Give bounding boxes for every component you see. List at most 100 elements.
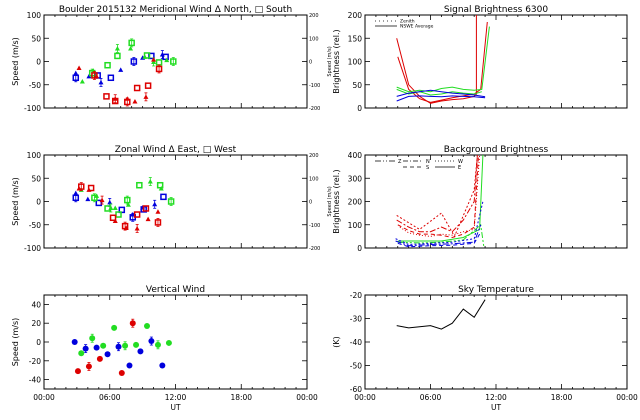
data-point: [125, 202, 131, 207]
plot-frame: [43, 154, 308, 249]
data-point: [115, 211, 122, 218]
y-tick-label: 0: [36, 198, 41, 207]
y-tick-label: 50: [31, 34, 41, 43]
y-tick-label: 100: [348, 58, 363, 67]
data-point: [93, 344, 100, 351]
plot-area: [71, 318, 172, 377]
series-line: [396, 26, 490, 93]
chart-title: Sky Temperature: [458, 285, 534, 295]
data-point: [104, 61, 111, 69]
chart-title: Vertical Wind: [146, 285, 205, 295]
x-axis-label: UT: [170, 403, 180, 412]
data-point: [94, 73, 100, 79]
plot-area: [395, 155, 485, 248]
x-axis-label: UT: [491, 403, 501, 412]
data-point: [107, 74, 115, 82]
y-tick-label: -40: [29, 376, 41, 385]
series-line: [396, 299, 486, 330]
data-point: [158, 185, 164, 191]
data-point: [112, 218, 118, 224]
data-point: [137, 348, 144, 355]
y-tick-label: 100: [348, 221, 363, 230]
y-tick-label: 200: [348, 198, 363, 207]
x-tick-label: 12:00: [485, 393, 507, 402]
y-tick-label: 100: [27, 151, 42, 160]
y-tick-label: -100: [24, 104, 41, 113]
data-point: [87, 184, 95, 192]
x-tick-label: 06:00: [420, 393, 442, 402]
chart-title: Background Brightness: [444, 145, 549, 155]
legend-label: N: [426, 159, 430, 165]
legend-label: E: [458, 165, 461, 171]
plot-frame: [364, 154, 628, 249]
y-axis-label: Speed (m/s): [11, 318, 20, 367]
y-tick-label: -20: [350, 291, 362, 300]
y-tick-label: -50: [350, 362, 362, 371]
data-point: [71, 339, 78, 345]
right-y-tick-label: -200: [309, 246, 320, 252]
x-tick-label: 06:00: [99, 393, 121, 402]
data-point: [118, 206, 126, 214]
data-point: [144, 323, 151, 330]
data-point: [132, 98, 138, 104]
data-point: [143, 52, 151, 59]
legend-label: Zenith: [400, 19, 415, 25]
legend-label: NSWE Average: [400, 24, 434, 30]
y-tick-label: 300: [348, 174, 363, 183]
data-point: [126, 362, 133, 369]
plot-frame: [364, 294, 628, 390]
series-line: [395, 201, 484, 246]
data-point: [133, 341, 140, 348]
right-y-axis-label: Speed (m/s): [327, 46, 333, 76]
y-tick-label: 0: [36, 338, 41, 347]
data-point: [94, 193, 100, 198]
meridional-wind-panel: Boulder 2015132 Meridional Wind Δ North,…: [11, 5, 333, 113]
data-point: [96, 355, 103, 362]
signal-brightness-panel: Signal Brightness 6300 0 50 100 150 200 Bright…: [332, 5, 628, 113]
plot-frame: [43, 294, 308, 390]
y-tick-label: -50: [29, 221, 41, 230]
series-line: [397, 223, 485, 248]
data-point: [136, 181, 143, 189]
right-y-tick-label: -200: [309, 106, 320, 112]
data-point: [103, 93, 110, 100]
data-point: [100, 342, 107, 349]
x-tick-label: 00:00: [354, 393, 376, 402]
y-tick-label: 20: [31, 319, 41, 328]
data-point: [151, 57, 157, 62]
plot-area: [72, 38, 177, 107]
y-tick-label: 150: [348, 34, 363, 43]
y-axis-label: Speed (m/s): [11, 37, 20, 86]
y-axis-label: Brightness (rel.): [332, 29, 341, 93]
x-tick-label: 00:00: [616, 393, 638, 402]
right-y-tick-label: -100: [309, 83, 320, 89]
y-axis-label: Speed (m/s): [11, 177, 20, 226]
vertical-wind-panel: Vertical Wind 00:00 06:00 12:00 18:00 00:00 UT…: [11, 285, 318, 412]
y-tick-label: 50: [31, 174, 41, 183]
x-tick-label: 12:00: [165, 393, 187, 402]
data-point: [156, 181, 164, 189]
series-line: [397, 21, 488, 103]
y-tick-label: -60: [350, 385, 362, 394]
data-point: [76, 65, 82, 71]
y-tick-label: 40: [31, 300, 41, 309]
y-tick-label: 0: [357, 244, 362, 253]
data-point: [133, 211, 141, 218]
x-tick-label: 00:00: [296, 393, 318, 402]
data-point: [155, 209, 161, 214]
y-tick-label: -50: [29, 81, 41, 90]
data-point: [111, 97, 119, 105]
legend-label: W: [458, 159, 463, 165]
y-tick-label: 400: [348, 151, 363, 160]
data-point: [165, 339, 172, 346]
data-point: [118, 67, 124, 72]
data-point: [159, 362, 166, 369]
plot-area: [72, 177, 175, 233]
x-tick-label: 18:00: [230, 393, 252, 402]
data-point: [111, 324, 118, 331]
y-tick-label: 50: [352, 81, 362, 90]
data-point: [155, 59, 163, 66]
y-tick-label: -100: [24, 244, 41, 253]
chart-title: Signal Brightness 6300: [444, 5, 548, 15]
y-tick-label: -30: [350, 315, 362, 324]
